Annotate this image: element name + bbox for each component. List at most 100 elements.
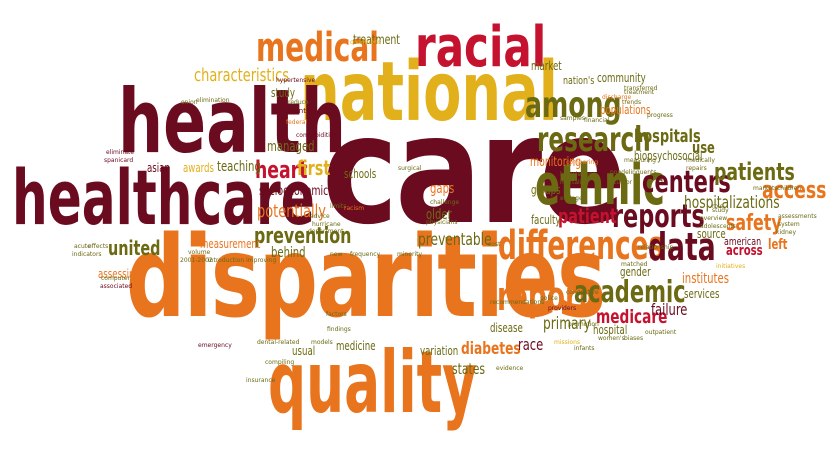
word-frequency: frequency [350,251,381,258]
word-usual: usual [292,344,316,358]
word-minority: minority [397,251,423,258]
word-among: among [525,85,622,126]
word-racial: racial [415,15,547,80]
word-populations: populations [600,103,651,117]
word-promotion: promotion [568,321,599,328]
word-disparities: disparities [126,213,606,343]
word-measuring: measuring [624,157,656,164]
word-federal: federal [286,119,308,126]
word-medical: medical [256,25,379,71]
word-compiling: compiling [265,359,295,366]
word-states: states [452,360,485,378]
word-associated: associated [100,283,133,290]
word-teaching: teaching [217,159,261,175]
word-matched: matched [621,261,648,268]
word-surgical: surgical [398,165,422,172]
word-medicare: medicare [596,306,668,328]
word-patient: patient [558,204,617,228]
word-outpatient: outpatient [645,329,677,336]
word-medicine: medicine [336,339,376,353]
word-relationship: relationship [638,244,674,251]
word-data: data [648,225,716,269]
word-safety: safety [726,211,782,236]
word-congestive: congestive [566,289,599,296]
word-tumor: tumor [614,179,633,186]
word-gender: gender [620,265,651,279]
word-trends: trends [622,99,642,106]
word-study: study [271,86,295,100]
word-prevention: prevention [254,224,352,249]
word-institutes: institutes [682,271,729,287]
word-nondelinquents: nondelinquents [610,169,657,176]
word-race: race [518,335,544,354]
word-behind: behind [271,245,306,261]
word-factors: factors [326,311,347,318]
word-comparing: comparing [566,159,599,166]
word-physicians: physicians [426,219,458,226]
word-role: role [712,203,724,210]
word-older: older [426,207,452,223]
word-mortality: mortality [560,179,588,186]
word-volume: volume [188,249,211,256]
word-police: police [540,295,558,302]
word-source: source [697,227,726,241]
word-study2: study [712,207,729,214]
word-nations: nation's [563,74,595,87]
word-hypertensive: hypertensive [276,77,316,84]
word-initiatives: initiatives [716,263,746,270]
word-american: american [724,235,762,248]
word-heart: heart [255,156,308,184]
word-report: report [497,274,591,320]
word-characteristics: characteristics [194,65,289,86]
word-market: market [531,59,562,73]
word-hurricane: hurricane [312,221,341,228]
word-acute: acute [74,243,91,250]
word-financial: financial [584,117,610,124]
word-spanicard: spanicard [104,157,134,164]
word-adolescents: adolescents [700,223,736,230]
word-academic: academic [574,275,686,310]
word-ethnic: ethnic [535,153,665,218]
word-progress: progress [647,112,673,119]
word-recommendations: recommendations [490,299,545,306]
word-year: 2001-2002 [180,257,213,264]
word-department: department [308,228,344,235]
word-potentially: potentially [257,201,326,222]
word-overview: overview [700,215,728,222]
word-national: national [300,45,558,140]
word-treatment2: treatment [624,89,655,96]
word-conditions: conditions [350,39,381,46]
word-variation: variation [420,344,459,358]
word-samples: samples [560,115,585,122]
word-primary: primary [543,314,591,334]
word-biases: biases [624,335,644,342]
word-system: system [778,221,800,228]
word-infants: infants [574,345,595,352]
word-discharge: discharge [602,94,632,101]
word-missions: missions [554,339,581,346]
word-advice: advice [310,213,330,220]
word-eliminate: eliminate [106,149,135,156]
word-dental: dental-related [257,339,300,346]
word-quality: quality [268,333,477,433]
word-use: use [692,138,715,157]
word-children: children [777,185,802,192]
word-managed: managed [267,139,315,155]
word-introduction: introduction improving [208,257,277,264]
word-reduce: reduce [288,99,309,106]
word-emergency: emergency [198,342,232,349]
word-access: access [762,176,827,204]
word-failure: failure [651,300,688,319]
word-monitoring: monitoring [530,155,582,170]
word-diabetes: diabetes [461,339,521,359]
word-groups: groups [531,183,561,197]
word-gaps: gaps [430,181,455,197]
word-findings: findings [327,326,351,333]
word-across: across [726,243,763,259]
word-treatment: treatment [353,33,400,48]
word-centers: centers [642,165,731,200]
word-elimination: elimination [196,97,230,104]
word-racism: racism [344,205,365,212]
word-new: new [330,251,343,258]
word-cost: cost [488,241,501,248]
